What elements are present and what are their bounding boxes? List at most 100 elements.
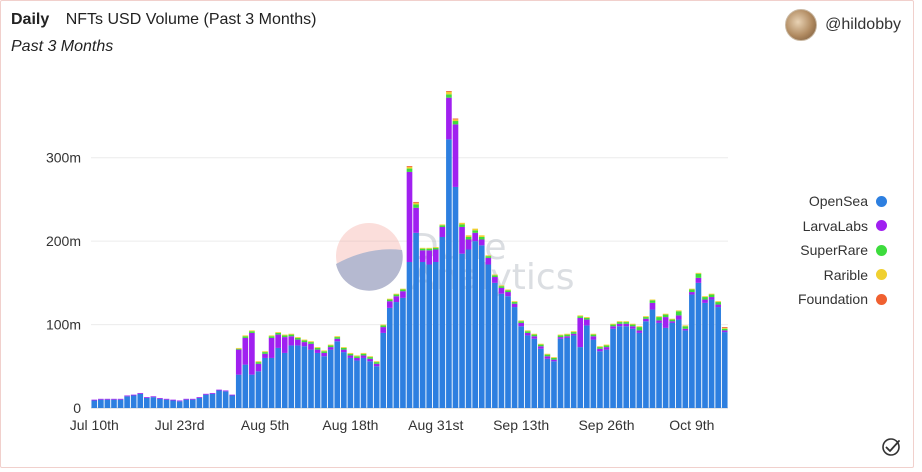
bar-segment-rarible[interactable] [459,222,465,225]
bar-segment-rarible[interactable] [386,298,393,300]
bar-segment-superrare[interactable] [570,332,577,334]
bar-segment-rarible[interactable] [295,337,301,338]
bar-segment-larvalabs[interactable] [472,232,478,242]
bar-segment-rarible[interactable] [380,324,387,326]
bar-segment-superrare[interactable] [708,294,715,298]
bar-segment-rarible[interactable] [235,347,242,349]
bar-segment-superrare[interactable] [682,326,689,329]
bar-segment-opensea[interactable] [406,262,413,408]
bar-segment-rarible[interactable] [656,316,662,318]
bar-segment-opensea[interactable] [124,396,130,408]
bar-segment-superrare[interactable] [577,316,584,318]
bar-segment-superrare[interactable] [656,317,662,321]
bar-segment-opensea[interactable] [235,374,242,408]
bar-segment-opensea[interactable] [268,357,275,408]
bar-segment-larvalabs[interactable] [308,343,314,350]
bar-segment-opensea[interactable] [564,337,570,408]
bar-segment-rarible[interactable] [321,350,327,352]
bar-segment-larvalabs[interactable] [255,363,262,372]
bar-segment-superrare[interactable] [393,294,400,297]
bar-segment-rarible[interactable] [301,339,308,341]
bar-segment-opensea[interactable] [400,297,406,408]
bar-segment-superrare[interactable] [616,322,623,324]
bar-segment-opensea[interactable] [249,374,255,408]
bar-segment-rarible[interactable] [597,346,603,348]
bar-segment-larvalabs[interactable] [413,207,419,233]
bar-segment-larvalabs[interactable] [649,302,656,310]
bar-segment-superrare[interactable] [235,348,242,350]
bar-segment-larvalabs[interactable] [209,392,216,394]
bar-segment-opensea[interactable] [367,361,373,408]
bar-segment-opensea[interactable] [551,361,557,408]
bar-segment-superrare[interactable] [485,256,492,258]
bar-segment-opensea[interactable] [583,325,590,408]
bar-segment-opensea[interactable] [170,400,176,408]
bar-segment-larvalabs[interactable] [334,338,341,342]
bar-segment-rarible[interactable] [373,361,380,363]
bar-segment-opensea[interactable] [308,349,314,408]
bar-segment-larvalabs[interactable] [623,323,630,327]
bar-segment-opensea[interactable] [354,360,360,408]
bar-segment-opensea[interactable] [262,357,268,408]
bar-segment-opensea[interactable] [242,364,249,408]
bar-segment-rarible[interactable] [478,235,485,237]
bar-segment-rarible[interactable] [524,330,531,332]
bar-segment-larvalabs[interactable] [281,337,288,353]
bar-segment-larvalabs[interactable] [386,301,393,308]
check-circle-icon[interactable] [881,437,901,457]
bar-segment-larvalabs[interactable] [189,398,196,400]
bar-segment-superrare[interactable] [557,335,564,338]
bar-segment-larvalabs[interactable] [222,390,229,392]
bar-segment-rarible[interactable] [669,318,676,320]
bar-segment-larvalabs[interactable] [360,355,367,358]
bar-segment-rarible[interactable] [689,288,695,290]
bar-segment-rarible[interactable] [439,224,446,226]
bar-segment-opensea[interactable] [478,245,485,408]
bar-segment-rarible[interactable] [341,347,347,348]
bar-segment-superrare[interactable] [590,334,597,337]
bar-segment-rarible[interactable] [334,336,341,338]
bar-segment-opensea[interactable] [203,394,209,408]
bar-segment-opensea[interactable] [321,356,327,408]
bar-segment-superrare[interactable] [478,236,485,240]
bar-segment-opensea[interactable] [544,358,551,408]
bar-segment-superrare[interactable] [242,336,249,338]
bar-segment-opensea[interactable] [656,322,662,408]
bar-segment-opensea[interactable] [301,346,308,408]
bar-segment-opensea[interactable] [426,264,433,408]
bar-segment-superrare[interactable] [432,247,439,250]
bar-segment-superrare[interactable] [380,325,387,328]
bar-segment-rarible[interactable] [465,235,472,237]
bar-segment-rarible[interactable] [702,296,708,298]
bar-segment-larvalabs[interactable] [249,332,255,375]
bar-segment-opensea[interactable] [675,319,682,408]
bar-segment-rarible[interactable] [288,333,295,335]
bar-segment-opensea[interactable] [597,351,603,408]
bar-segment-rarible[interactable] [426,247,433,249]
bar-segment-rarible[interactable] [629,323,636,325]
bar-segment-rarible[interactable] [327,344,334,346]
bar-segment-opensea[interactable] [157,398,163,408]
bar-segment-superrare[interactable] [603,345,610,348]
bar-segment-larvalabs[interactable] [689,292,695,295]
bar-segment-larvalabs[interactable] [452,124,459,187]
bar-segment-larvalabs[interactable] [406,171,413,263]
bar-segment-rarible[interactable] [616,321,623,323]
bar-segment-opensea[interactable] [98,399,104,408]
bar-segment-larvalabs[interactable] [288,336,295,346]
bar-segment-larvalabs[interactable] [538,346,544,349]
bar-segment-larvalabs[interactable] [196,397,203,398]
bar-segment-rarible[interactable] [715,301,721,303]
bar-segment-superrare[interactable] [472,230,478,233]
bar-segment-rarible[interactable] [675,310,682,312]
bar-segment-superrare[interactable] [281,335,288,338]
bar-segment-opensea[interactable] [150,397,157,408]
bar-segment-foundation[interactable] [446,91,452,92]
bar-segment-larvalabs[interactable] [367,358,373,362]
bar-segment-rarible[interactable] [498,285,505,287]
bar-segment-opensea[interactable] [275,347,281,408]
bar-segment-superrare[interactable] [419,248,426,251]
legend-item-rarible[interactable]: Rarible [798,263,887,288]
bar-segment-larvalabs[interactable] [432,249,439,263]
bar-segment-superrare[interactable] [321,351,327,353]
